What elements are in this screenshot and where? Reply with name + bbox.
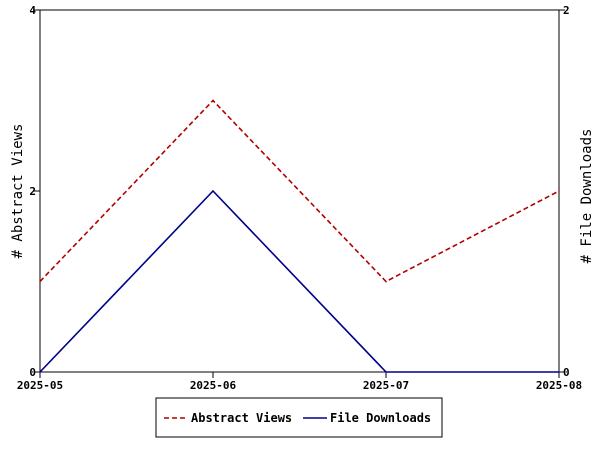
data-point-file-downloads-2025-07 [385,371,387,373]
plot-area [39,9,560,373]
series-line-abstract-views [39,99,560,283]
data-point-file-downloads-2025-06 [212,190,214,192]
y-right-axis: 02 [559,4,570,379]
x-tick-label-2025-07: 2025-07 [363,379,409,392]
y-right-tick-label-2: 2 [563,4,570,17]
series-layer [39,99,560,373]
y-right-tick-label-0: 0 [563,366,570,379]
legend-label-abstract-views: Abstract Views [191,411,292,425]
data-point-file-downloads-2025-05 [39,371,41,373]
data-point-abstract-views-2025-08 [558,190,560,192]
y-left-axis-title: # Abstract Views [10,124,26,259]
x-tick-label-2025-08: 2025-08 [536,379,582,392]
data-point-abstract-views-2025-06 [212,99,214,102]
data-point-abstract-views-2025-05 [39,280,41,283]
x-axis: 2025-05 2025-06 2025-07 2025-08 [17,372,582,392]
legend-box [155,397,443,438]
legend: Abstract Views File Downloads [155,397,443,438]
data-point-abstract-views-2025-07 [385,280,387,283]
y-left-tick-label-2: 2 [29,185,36,198]
y-right-axis-title: # File Downloads [579,129,595,264]
x-tick-label-2025-06: 2025-06 [190,379,237,392]
x-tick-label-2025-05: 2025-05 [17,379,63,392]
series-line-file-downloads [39,189,559,373]
data-point-file-downloads-2025-08 [558,371,560,373]
y-left-axis: 0 2 4 [29,4,40,379]
y-left-tick-label-0: 0 [29,366,36,379]
legend-label-file-downloads: File Downloads [330,411,431,425]
y-left-tick-label-4: 4 [29,4,36,17]
